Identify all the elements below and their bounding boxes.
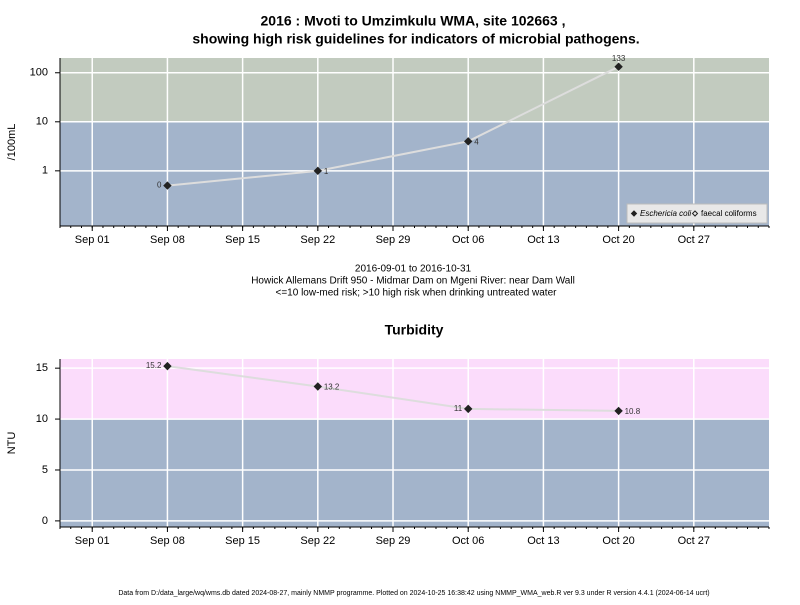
data-point: [163, 181, 172, 190]
y-tick-label: 100: [30, 67, 48, 79]
data-label: 133: [612, 54, 626, 63]
data-label: 10.8: [625, 407, 641, 416]
x-tick-label: Sep 08: [150, 535, 185, 547]
x-tick-label: Oct 13: [527, 234, 559, 246]
subtitle: Howick Allemans Drift 950 - Midmar Dam o…: [251, 276, 575, 287]
y-tick-label: 10: [36, 116, 48, 128]
x-tick-label: Sep 08: [150, 234, 185, 246]
data-line: [167, 365, 619, 412]
legend-label: Eschericia coli: [640, 209, 691, 218]
y-tick-label: 0: [42, 515, 48, 527]
x-tick-label: Sep 22: [300, 535, 335, 547]
data-point: [464, 404, 473, 414]
legend-marker: [691, 210, 699, 217]
y-tick-label: 5: [42, 464, 48, 476]
chart-title: Turbidity: [385, 322, 444, 338]
data-line: [167, 65, 620, 187]
x-tick-label: Oct 27: [678, 234, 710, 246]
x-tick-label: Oct 20: [602, 234, 634, 246]
data-point: [614, 406, 623, 416]
chart-title: showing high risk guidelines for indicat…: [192, 31, 639, 47]
x-tick-label: Sep 01: [75, 535, 110, 547]
x-tick-label: Oct 13: [527, 535, 559, 547]
x-tick-label: Sep 29: [376, 535, 411, 547]
legend-label: faecal coliforms: [701, 209, 757, 218]
x-tick-label: Sep 29: [376, 234, 411, 246]
y-tick-label: 10: [36, 413, 48, 425]
x-tick-label: Oct 06: [452, 535, 484, 547]
legend-marker: [630, 210, 638, 217]
y-axis-label: NTU: [6, 432, 18, 455]
data-point: [614, 62, 623, 71]
footer: Data from D:/data_large/wq/wms.db dated …: [118, 590, 709, 597]
data-point: [163, 361, 172, 371]
y-axis-label: /100mL: [6, 124, 18, 161]
x-tick-label: Sep 15: [225, 234, 260, 246]
risk-band-high: [60, 58, 769, 122]
data-point: [313, 382, 323, 391]
x-tick-label: Oct 27: [678, 535, 710, 547]
chart-title: 2016 : Mvoti to Umzimkulu WMA, site 1026…: [261, 13, 566, 29]
x-tick-label: Sep 01: [75, 234, 110, 246]
data-label: 15.2: [146, 361, 162, 370]
x-tick-label: Sep 15: [225, 535, 260, 547]
subtitle: <=10 low-med risk; >10 high risk when dr…: [276, 288, 558, 299]
data-label: 13.2: [324, 383, 340, 392]
legend: Eschericia coli faecal coliforms: [626, 203, 768, 224]
subtitle: 2016-09-01 to 2016-10-31: [355, 264, 472, 275]
x-tick-label: Oct 20: [602, 535, 634, 547]
data-label: 0: [157, 181, 162, 190]
y-tick-label: 15: [36, 362, 48, 374]
data-label: 1: [324, 167, 329, 176]
risk-band-low: [60, 419, 769, 527]
data-point: [464, 137, 473, 146]
x-tick-label: Oct 06: [452, 234, 484, 246]
risk-band-high: [60, 359, 769, 420]
x-tick-label: Sep 22: [300, 234, 335, 246]
y-tick-label: 1: [42, 165, 48, 177]
data-label: 4: [474, 137, 479, 146]
data-point: [313, 166, 323, 176]
data-label: 11: [454, 404, 463, 413]
